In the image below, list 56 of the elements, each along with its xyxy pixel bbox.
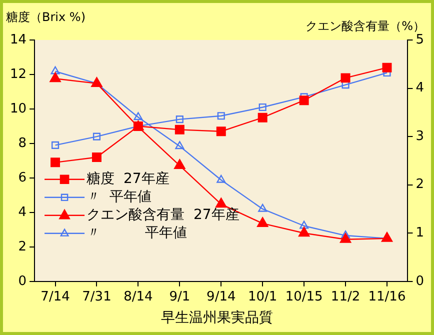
legend-label: 〃 平年値 xyxy=(86,225,188,242)
x-axis-title: 早生温州果実品質 xyxy=(160,309,274,327)
point xyxy=(174,159,186,170)
y-tick-label: 14 xyxy=(10,32,27,48)
x-tick-label: 7/31 xyxy=(82,290,112,305)
x-tick-label: 10/1 xyxy=(248,290,278,305)
point xyxy=(258,103,266,112)
point xyxy=(258,112,268,122)
point xyxy=(340,232,352,243)
y2-tick-label: 4 xyxy=(416,80,424,96)
point xyxy=(51,141,60,149)
y2-tick-label: 3 xyxy=(416,128,424,144)
y-tick-label: 2 xyxy=(18,239,27,254)
y2-axis-title: クエン酸含有量（%） xyxy=(306,18,425,34)
x-tick-label: 8/14 xyxy=(124,290,153,305)
y2-tick-label: 1 xyxy=(416,225,424,240)
point xyxy=(299,96,309,106)
point xyxy=(256,216,268,227)
y-tick-label: 6 xyxy=(18,170,27,186)
point xyxy=(50,158,60,168)
point xyxy=(217,112,225,120)
point xyxy=(134,112,143,120)
x-tick-label: 9/14 xyxy=(206,290,236,305)
legend-label: クエン酸含有量 27年産 xyxy=(86,207,240,224)
point xyxy=(298,226,310,237)
point xyxy=(174,124,184,134)
point xyxy=(215,198,227,208)
x-tick-label: 11/2 xyxy=(330,290,360,305)
x-tick-label: 7/14 xyxy=(40,290,70,305)
point xyxy=(340,73,350,83)
y-tick-label: 4 xyxy=(18,204,27,220)
y-tick-label: 12 xyxy=(10,66,27,82)
point xyxy=(175,141,184,150)
y2-tick-label: 0 xyxy=(416,274,424,289)
point xyxy=(258,204,268,212)
x-tick-label: 11/16 xyxy=(368,290,406,305)
point xyxy=(50,72,61,82)
point xyxy=(341,230,350,238)
y-axis-title: 糖度（Brix %) xyxy=(6,9,86,26)
point xyxy=(216,174,226,183)
y-tick-label: 0 xyxy=(18,274,27,289)
y-tick-label: 10 xyxy=(10,101,27,116)
point xyxy=(300,220,309,229)
point xyxy=(382,62,392,72)
point xyxy=(92,132,101,140)
point xyxy=(216,126,226,136)
y-tick-label: 8 xyxy=(18,136,27,151)
point xyxy=(50,66,60,74)
y2-tick-label: 2 xyxy=(416,177,424,192)
legend-label: 糖度 27年産 xyxy=(86,171,170,188)
point xyxy=(92,152,102,162)
point xyxy=(176,116,184,124)
x-tick-label: 10/15 xyxy=(285,290,323,305)
y2-tick-label: 5 xyxy=(416,32,424,48)
legend-label: 〃 平年値 xyxy=(86,189,152,206)
x-tick-label: 9/1 xyxy=(169,290,190,305)
